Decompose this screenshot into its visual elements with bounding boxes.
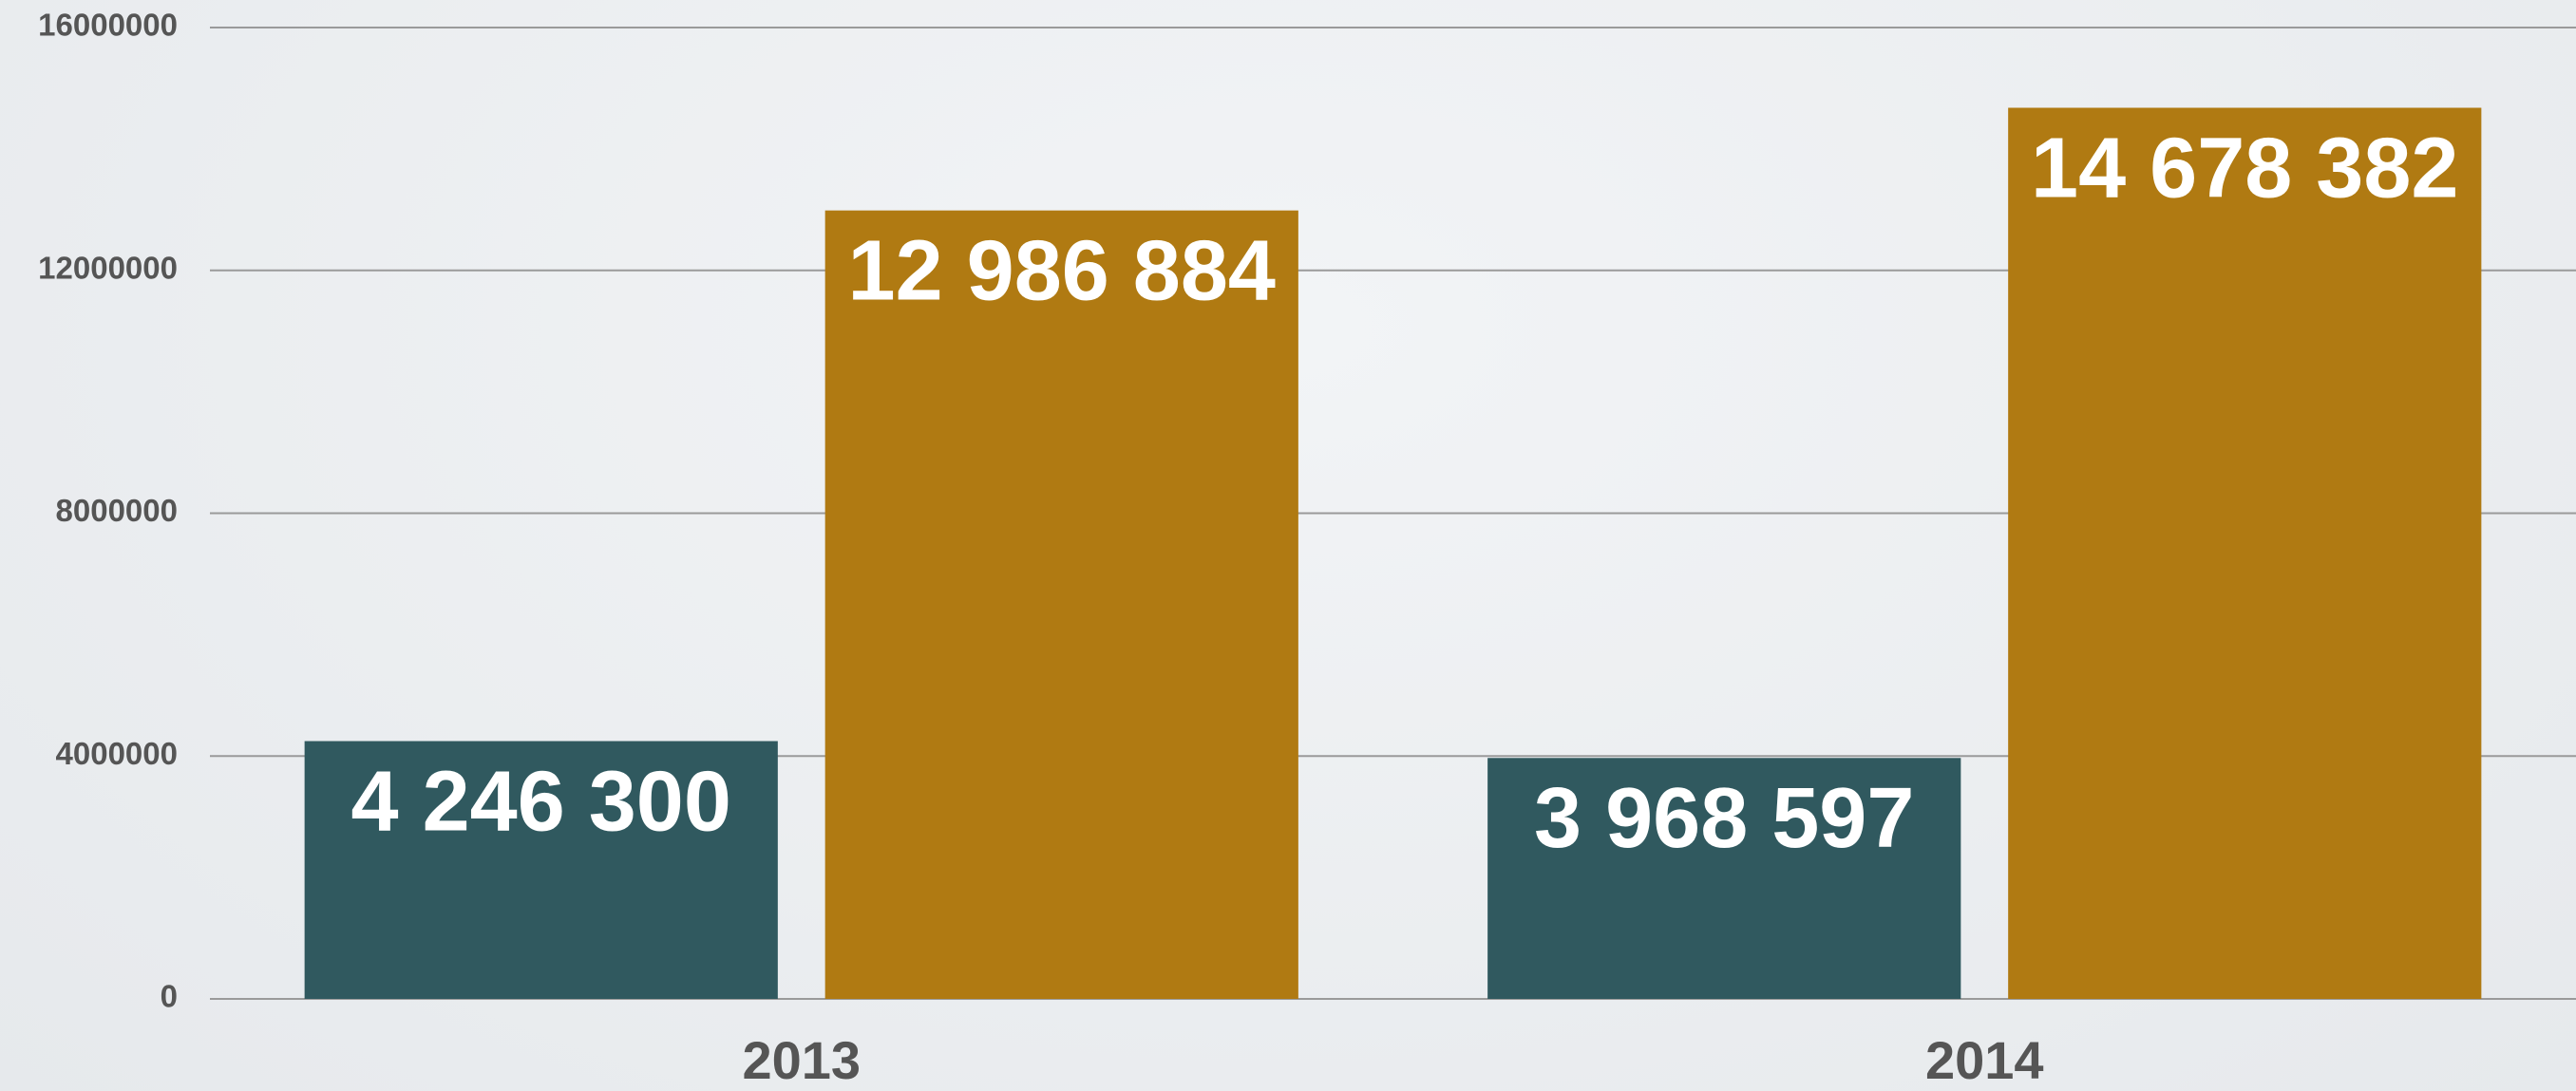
x-tick-label: 2013 xyxy=(742,1030,861,1090)
y-tick-label: 12000000 xyxy=(38,250,178,285)
y-tick-label: 0 xyxy=(161,979,178,1014)
value-label: 3 968 597 xyxy=(1534,771,1914,866)
bar xyxy=(304,741,778,999)
x-tick-label: 2014 xyxy=(1925,1030,2044,1090)
y-tick-label: 16000000 xyxy=(38,8,178,43)
bar xyxy=(2008,107,2482,999)
y-tick-label: 4000000 xyxy=(56,736,178,771)
value-label: 4 246 300 xyxy=(351,754,731,849)
value-label: 12 986 884 xyxy=(848,223,1276,318)
value-label: 14 678 382 xyxy=(2031,121,2458,216)
bar xyxy=(1487,758,1961,999)
bar xyxy=(824,210,1298,999)
y-tick-label: 8000000 xyxy=(56,493,178,528)
